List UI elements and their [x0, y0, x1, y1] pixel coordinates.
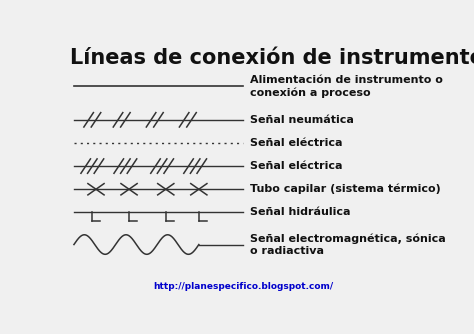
Text: Tubo capilar (sistema térmico): Tubo capilar (sistema térmico) [250, 184, 441, 194]
Text: Señal electromagnética, sónica
o radiactiva: Señal electromagnética, sónica o radiact… [250, 233, 446, 256]
Text: Señal hidráulica: Señal hidráulica [250, 207, 351, 217]
Text: Líneas de conexión de instrumentos: Líneas de conexión de instrumentos [70, 48, 474, 68]
Text: Señal eléctrica: Señal eléctrica [250, 161, 343, 171]
Text: http://planespecifico.blogspot.com/: http://planespecifico.blogspot.com/ [153, 282, 333, 291]
Text: Señal neumática: Señal neumática [250, 115, 354, 125]
Text: Señal eléctrica: Señal eléctrica [250, 138, 343, 148]
Text: Alimentación de instrumento o
conexión a proceso: Alimentación de instrumento o conexión a… [250, 75, 443, 98]
